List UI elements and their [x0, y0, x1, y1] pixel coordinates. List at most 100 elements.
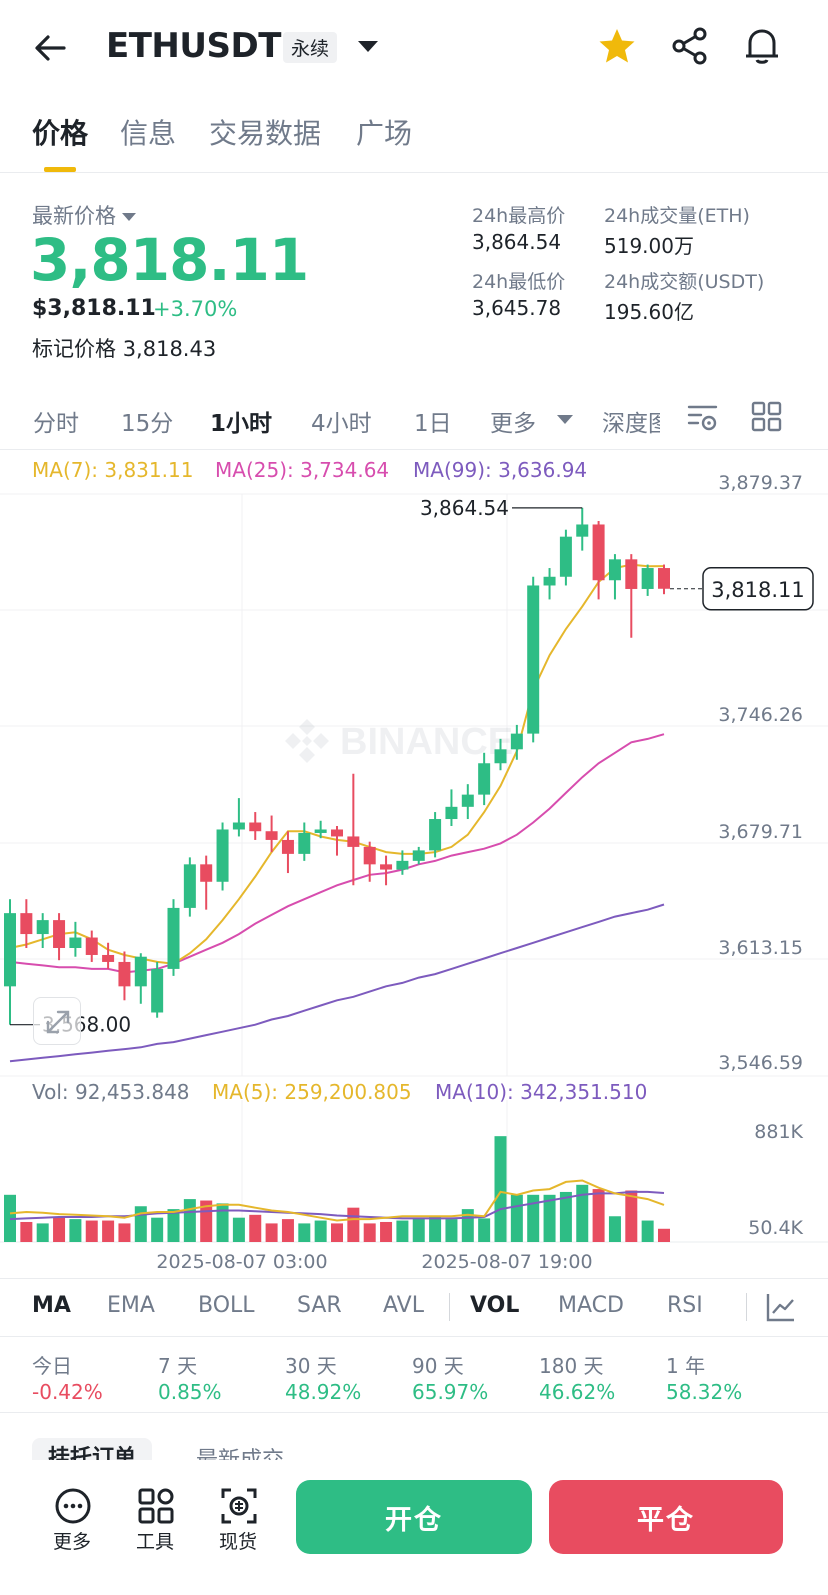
perf-today-label: 今日	[32, 1354, 72, 1378]
perf-7d-value: 0.85%	[158, 1380, 222, 1404]
volume-bar	[20, 1221, 33, 1242]
indicator-rsi[interactable]: RSI	[667, 1293, 703, 1318]
vol-ma5-legend: MA(5): 259,200.805	[212, 1080, 412, 1104]
price-change: +3.70%	[153, 297, 238, 321]
volume-bar	[559, 1191, 572, 1242]
interval-15m[interactable]: 15分	[121, 411, 174, 437]
bell-icon[interactable]	[742, 26, 782, 66]
mark-price: 标记价格 3,818.43	[32, 337, 217, 361]
tools-icon[interactable]	[136, 1486, 176, 1526]
volume-bar	[625, 1190, 638, 1242]
indicator-vol[interactable]: VOL	[470, 1293, 520, 1318]
candle-up	[314, 829, 327, 833]
indicator-settings-icon[interactable]	[764, 1290, 798, 1324]
volume-bar	[641, 1220, 654, 1242]
more-caret-icon[interactable]	[557, 415, 573, 424]
indicator-sar[interactable]: SAR	[297, 1293, 342, 1318]
tab-price[interactable]: 价格	[32, 117, 89, 150]
volume-bar	[134, 1206, 147, 1242]
candle-down	[200, 864, 213, 882]
last-price-box	[702, 567, 814, 611]
share-icon[interactable]	[670, 26, 710, 66]
mark-price-value: 3,818.43	[122, 337, 217, 361]
volume-bar	[445, 1219, 458, 1242]
indicator-ema[interactable]: EMA	[107, 1293, 155, 1318]
indicator-separator-2	[746, 1293, 747, 1321]
spot-label[interactable]: 现货	[219, 1531, 258, 1553]
volume-bar	[69, 1219, 82, 1242]
indicator-boll[interactable]: BOLL	[198, 1293, 255, 1318]
back-arrow-icon[interactable]	[30, 28, 70, 68]
candle-up	[608, 559, 621, 581]
ma25-legend: MA(25): 3,734.64	[215, 458, 390, 482]
high-value: 3,864.54	[472, 230, 562, 254]
perf-30d-value: 48.92%	[285, 1380, 362, 1404]
interval-timeline[interactable]: 分时	[33, 411, 79, 437]
candle-up	[510, 733, 523, 750]
tools-label[interactable]: 工具	[136, 1531, 175, 1553]
indicator-avl[interactable]: AVL	[383, 1293, 424, 1318]
candle-up	[429, 819, 442, 851]
close-position-button[interactable]: 平仓	[549, 1480, 783, 1554]
candle-up	[232, 822, 245, 830]
tab-info[interactable]: 信息	[120, 117, 177, 150]
volume-bar	[151, 1217, 164, 1242]
indicator-macd[interactable]: MACD	[558, 1293, 624, 1318]
volume-bar	[167, 1209, 180, 1242]
ma7-legend: MA(7): 3,831.11	[32, 458, 194, 482]
spot-icon[interactable]	[219, 1486, 259, 1526]
chart-settings-icon[interactable]	[686, 400, 720, 434]
active-tab-indicator	[44, 167, 76, 172]
candle-up	[134, 956, 147, 987]
volume-bar	[478, 1218, 491, 1242]
volume-tick-label: 881K	[754, 1121, 803, 1143]
interval-more[interactable]: 更多	[490, 411, 536, 437]
interval-depth[interactable]: 深度图	[602, 411, 660, 437]
candle-down	[53, 920, 66, 948]
candle-up	[478, 763, 491, 795]
volume-bar	[331, 1223, 343, 1242]
open-position-button[interactable]: 开仓	[296, 1480, 532, 1554]
candle-down	[331, 829, 343, 837]
time-tick-label: 2025-08-07 19:00	[421, 1251, 592, 1273]
layout-grid-icon[interactable]	[750, 400, 784, 434]
tab-trading-data[interactable]: 交易数据	[209, 117, 322, 150]
indicator-ma[interactable]: MA	[32, 1293, 71, 1318]
more-label[interactable]: 更多	[53, 1531, 92, 1553]
volume-bar	[494, 1136, 507, 1242]
volume-bar	[429, 1216, 442, 1242]
more-icon[interactable]	[53, 1486, 93, 1526]
volume-bar	[347, 1207, 360, 1242]
latest-price-label[interactable]: 最新价格	[32, 200, 136, 230]
candle-up	[36, 920, 49, 935]
volume-bar	[249, 1214, 262, 1242]
kline-chart[interactable]: BINANCE 3,879.37 3,746.26 3,679.71 3,613.15…	[0, 450, 828, 1280]
tab-square[interactable]: 广场	[356, 117, 413, 150]
candle-up	[559, 536, 572, 577]
turnover-label: 24h成交额(USDT)	[604, 271, 765, 293]
price-type-caret-icon[interactable]	[122, 213, 136, 221]
fullscreen-button[interactable]	[33, 997, 81, 1045]
candle-up	[494, 749, 507, 764]
symbol-dropdown-icon[interactable]	[358, 41, 378, 52]
interval-1h[interactable]: 1小时	[210, 411, 273, 437]
volume-bar	[363, 1223, 376, 1242]
candle-up	[396, 860, 409, 870]
candle-up	[445, 806, 458, 820]
candle-up	[412, 850, 425, 861]
interval-4h[interactable]: 4小时	[311, 411, 372, 437]
price-tick-label: 3,879.37	[718, 472, 803, 494]
perf-90d-label: 90 天	[412, 1354, 464, 1378]
volume-bar	[265, 1223, 278, 1242]
tabs-divider	[0, 172, 828, 173]
favorite-star-icon[interactable]	[597, 26, 637, 66]
volume-bar	[118, 1223, 131, 1242]
chart-bottom-divider	[0, 1278, 828, 1279]
interval-1d[interactable]: 1日	[414, 411, 452, 437]
vol-ma5-line	[9, 1179, 665, 1222]
perf-30d-label: 30 天	[285, 1354, 337, 1378]
candle-up	[69, 937, 82, 948]
symbol-title[interactable]: ETHUSDT	[106, 26, 281, 66]
volume-label: 24h成交量(ETH)	[604, 205, 750, 227]
usd-price: $3,818.11	[32, 296, 156, 321]
